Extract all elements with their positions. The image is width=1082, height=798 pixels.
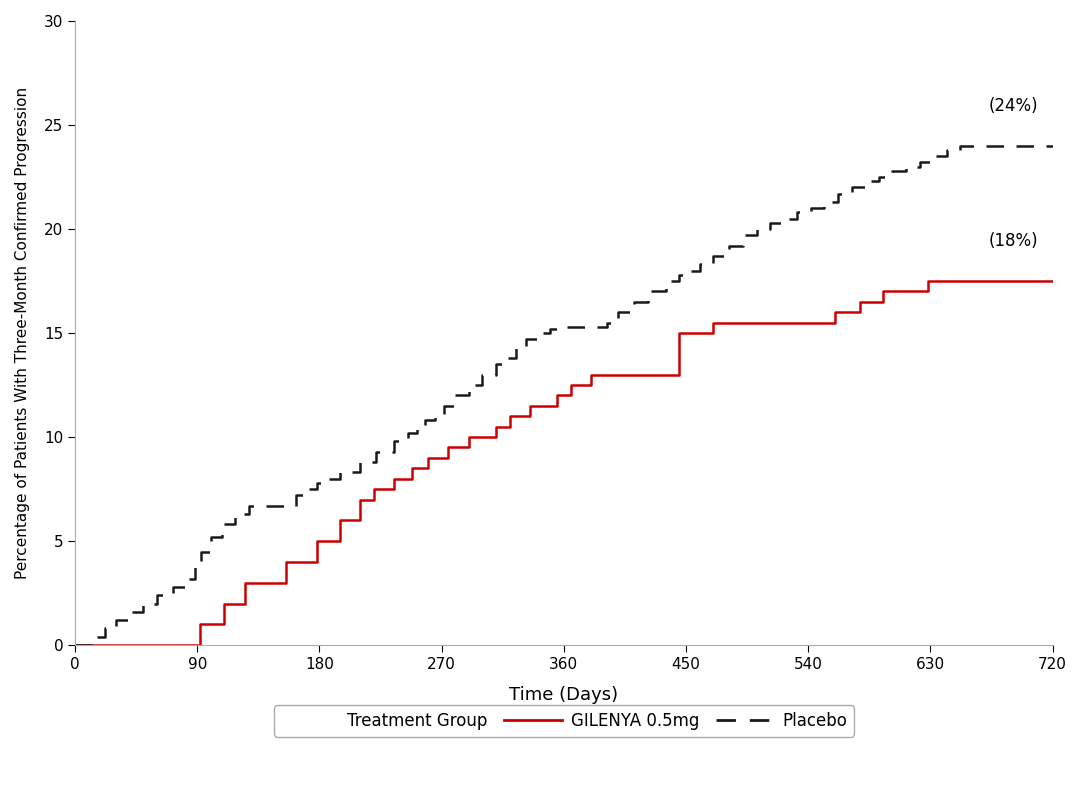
Legend: Treatment Group, GILENYA 0.5mg, Placebo: Treatment Group, GILENYA 0.5mg, Placebo — [274, 705, 854, 737]
Text: (24%): (24%) — [989, 97, 1039, 115]
Text: (18%): (18%) — [989, 232, 1039, 250]
X-axis label: Time (Days): Time (Days) — [510, 685, 619, 704]
Y-axis label: Percentage of Patients With Three-Month Confirmed Progression: Percentage of Patients With Three-Month … — [15, 87, 30, 579]
